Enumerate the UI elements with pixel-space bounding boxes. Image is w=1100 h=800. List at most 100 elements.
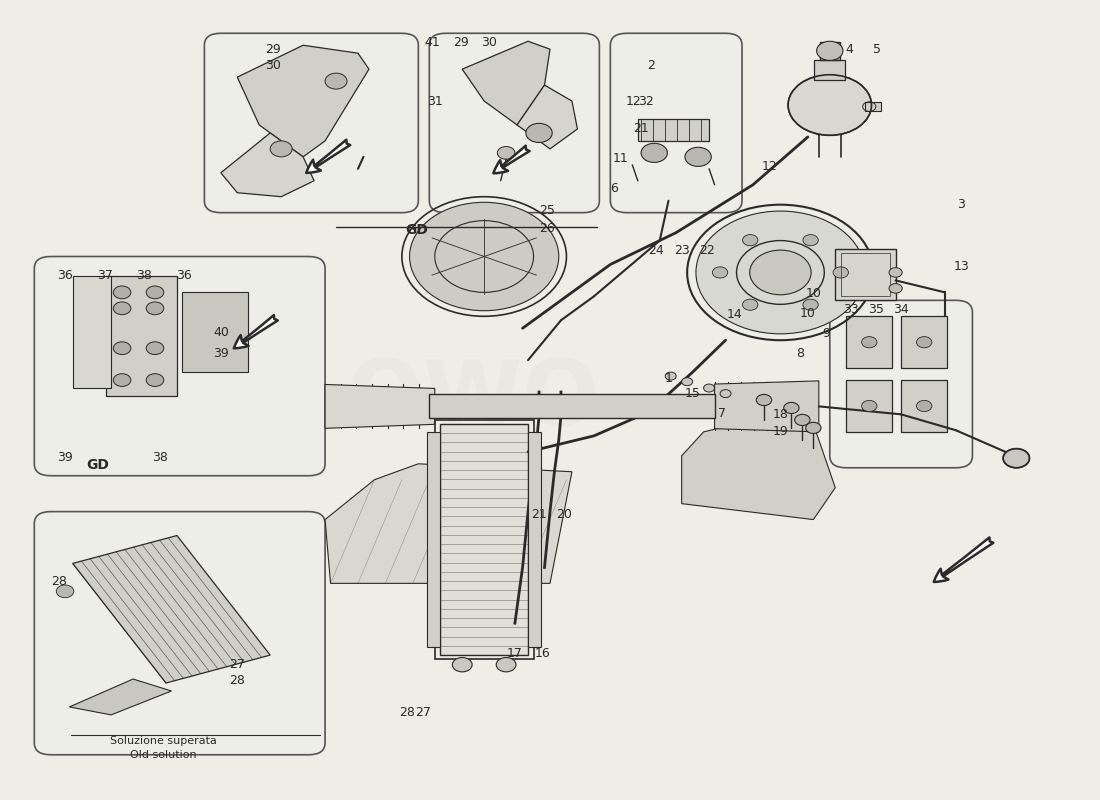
Text: 27: 27 [230,658,245,671]
Circle shape [889,284,902,293]
Text: 29: 29 [453,36,469,50]
Text: 7: 7 [718,407,726,420]
Circle shape [704,384,715,392]
Bar [183,292,249,372]
Circle shape [713,267,728,278]
Text: 14: 14 [726,308,742,321]
Circle shape [641,143,668,162]
Circle shape [1003,449,1030,468]
Text: 23: 23 [674,244,690,257]
Bar [429,394,715,418]
FancyBboxPatch shape [429,34,600,213]
Polygon shape [221,133,315,197]
Circle shape [526,123,552,142]
Text: 41: 41 [425,36,440,50]
Circle shape [750,250,811,294]
Circle shape [803,299,818,310]
Text: 28: 28 [399,706,416,719]
Text: 25: 25 [539,204,554,217]
Circle shape [788,74,871,135]
Text: GD: GD [405,223,428,237]
Circle shape [452,658,472,672]
FancyBboxPatch shape [829,300,972,468]
Circle shape [916,400,932,411]
Circle shape [816,42,843,60]
Text: 8: 8 [796,347,804,360]
Text: 6: 6 [609,182,617,195]
Bar [427,432,440,647]
Text: 1: 1 [664,372,672,385]
Polygon shape [715,381,818,432]
Circle shape [113,286,131,298]
Text: 4: 4 [846,42,854,56]
Circle shape [146,286,164,298]
Polygon shape [462,42,550,125]
Bar [846,380,892,432]
Text: 39: 39 [213,347,229,360]
Circle shape [861,337,877,348]
Text: Soluzione superata: Soluzione superata [110,736,217,746]
Circle shape [146,342,164,354]
Text: OWO: OWO [346,356,600,444]
Bar [846,316,892,368]
Text: 22: 22 [698,244,715,257]
Text: 36: 36 [176,269,191,282]
Text: 36: 36 [57,269,73,282]
Text: 34: 34 [893,303,909,317]
Bar [638,118,710,141]
Circle shape [757,394,771,406]
Text: 19: 19 [772,426,789,438]
Circle shape [146,374,164,386]
Circle shape [113,342,131,354]
Text: 30: 30 [265,59,282,73]
Text: 27: 27 [415,706,431,719]
Circle shape [666,372,676,380]
Text: 33: 33 [843,303,858,317]
Circle shape [326,73,346,89]
Circle shape [889,268,902,278]
Text: 26: 26 [539,222,554,235]
Text: 35: 35 [868,303,883,317]
Text: 40: 40 [213,326,229,338]
Text: 17: 17 [507,647,522,660]
Circle shape [742,299,758,310]
Circle shape [271,141,293,157]
Polygon shape [73,535,271,683]
Circle shape [696,211,865,334]
Circle shape [833,267,848,278]
Text: 31: 31 [427,94,442,107]
Text: 37: 37 [97,269,112,282]
Text: GD: GD [86,458,109,472]
Text: Old solution: Old solution [131,750,197,760]
Bar [835,249,895,300]
Text: 13: 13 [954,259,969,273]
Text: 5: 5 [873,42,881,56]
FancyBboxPatch shape [205,34,418,213]
Bar [820,42,839,59]
Polygon shape [517,85,578,149]
FancyBboxPatch shape [34,512,326,754]
Polygon shape [238,46,368,157]
Text: 18: 18 [772,408,789,421]
Circle shape [685,147,712,166]
Bar [901,380,947,432]
Text: 39: 39 [57,451,73,464]
Bar [840,253,890,296]
Circle shape [916,337,932,348]
Polygon shape [73,277,111,388]
Text: 21: 21 [634,122,649,135]
Polygon shape [682,416,835,519]
Text: 11: 11 [613,152,628,165]
Bar [106,277,177,396]
Text: 28: 28 [230,674,245,687]
Text: 12: 12 [626,94,641,107]
Circle shape [783,402,799,414]
Circle shape [146,302,164,314]
Text: 24: 24 [649,244,664,257]
Text: 21: 21 [531,507,547,521]
Circle shape [113,302,131,314]
Polygon shape [69,679,172,715]
Text: 28: 28 [52,575,67,588]
Text: 10: 10 [805,287,822,301]
Text: 30: 30 [481,36,496,50]
